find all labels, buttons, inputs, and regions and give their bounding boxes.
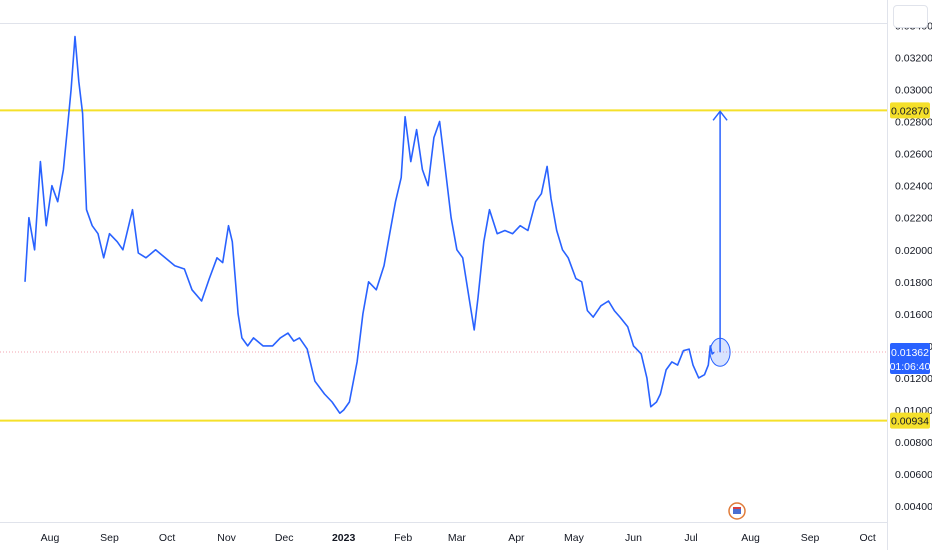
y-tick-label: 0.02400 xyxy=(895,181,932,193)
price-axis-labels: 0.004000.006000.008000.010000.012000.014… xyxy=(895,20,932,513)
x-tick-label: Mar xyxy=(448,532,467,544)
last-price-badge xyxy=(890,342,930,374)
last-price-label: 0.01362 xyxy=(891,347,929,359)
x-tick-label: Feb xyxy=(394,532,412,544)
x-tick-label: Aug xyxy=(41,532,60,544)
x-tick-label: Apr xyxy=(508,532,525,544)
y-tick-label: 0.00600 xyxy=(895,469,932,481)
y-tick-label: 0.01800 xyxy=(895,277,932,289)
x-tick-label: Oct xyxy=(859,532,875,544)
event-flag-stripe xyxy=(733,507,741,509)
level-price-badge xyxy=(890,102,930,119)
x-tick-label: Sep xyxy=(100,532,119,544)
y-tick-label: 0.02800 xyxy=(895,117,932,129)
level-price-label: 0.00934 xyxy=(891,416,929,428)
level-price-badge xyxy=(890,412,930,429)
y-tick-label: 0.02200 xyxy=(895,213,932,225)
x-tick-label: Jun xyxy=(625,532,642,544)
y-tick-label: 0.00800 xyxy=(895,437,932,449)
level-price-label: 0.02870 xyxy=(891,105,929,117)
x-tick-label: Sep xyxy=(801,532,820,544)
projection-arrow-head xyxy=(712,110,728,121)
y-tick-label: 0.01200 xyxy=(895,373,932,385)
x-tick-label: Dec xyxy=(275,532,294,544)
x-tick-label: Oct xyxy=(159,532,175,544)
horizontal-levels xyxy=(0,109,887,422)
drawing-overlay xyxy=(709,110,746,520)
y-tick-label: 0.01600 xyxy=(895,309,932,321)
y-tick-label: 0.03200 xyxy=(895,52,932,64)
y-tick-label: 0.02000 xyxy=(895,245,932,257)
price-badges: 0.02870 0.00934 0.01362 01:06:40 xyxy=(890,102,931,429)
bar-countdown-label: 01:06:40 xyxy=(890,361,931,373)
x-tick-label: Jul xyxy=(684,532,697,544)
x-tick-label: May xyxy=(564,532,585,544)
chart-settings-button[interactable] xyxy=(893,5,928,28)
time-axis-labels: Aug Sep Oct Nov Dec 2023 Feb Mar Apr May Jun Jul Aug… xyxy=(41,532,876,544)
price-series xyxy=(24,35,715,415)
x-tick-label: Nov xyxy=(217,532,236,544)
y-tick-label: 0.02600 xyxy=(895,149,932,161)
price-line[interactable] xyxy=(24,35,715,415)
x-tick-label: 2023 xyxy=(332,532,356,544)
x-tick-label: Aug xyxy=(741,532,760,544)
y-tick-label: 0.00400 xyxy=(895,501,932,513)
y-tick-label: 0.03000 xyxy=(895,85,932,97)
event-flag-icon xyxy=(733,507,741,514)
